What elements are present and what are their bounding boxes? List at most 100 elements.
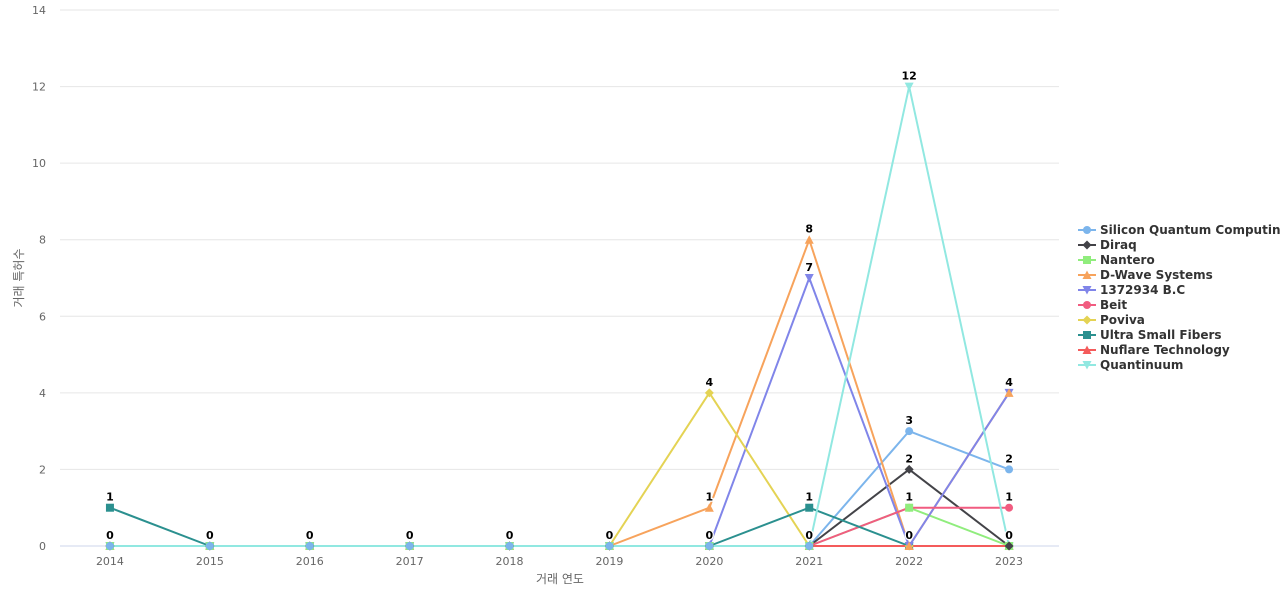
- x-tick-label: 2021: [795, 555, 823, 568]
- data-label: 3: [905, 414, 913, 427]
- data-label: 8: [805, 223, 813, 236]
- data-point: [804, 235, 814, 244]
- legend-marker-icon: [1083, 225, 1091, 234]
- y-tick-label: 8: [39, 234, 46, 247]
- data-point: [1004, 541, 1014, 551]
- data-label: 7: [805, 261, 813, 274]
- data-point: [1005, 465, 1014, 474]
- data-point: [105, 542, 114, 550]
- series-line: [109, 85, 1011, 547]
- data-label: 1: [1005, 491, 1013, 504]
- legend-marker-icon: [1082, 345, 1092, 354]
- data-label: 4: [1005, 376, 1013, 389]
- legend-item[interactable]: Diraq: [1078, 237, 1280, 252]
- data-label: 1: [905, 491, 913, 504]
- data-label: 0: [606, 529, 614, 542]
- data-label: 2: [905, 452, 913, 465]
- legend-swatch-icon: [1078, 330, 1096, 339]
- y-tick-label: 10: [32, 157, 46, 170]
- y-tick-label: 14: [32, 4, 46, 17]
- legend-swatch-icon: [1078, 300, 1096, 309]
- y-tick-label: 0: [39, 540, 46, 553]
- data-label: 1: [706, 491, 714, 504]
- legend-label: 1372934 B.C: [1100, 282, 1186, 297]
- series-line: [109, 468, 1010, 547]
- data-point: [805, 503, 814, 512]
- x-tick-label: 2014: [96, 555, 124, 568]
- data-label: 0: [1005, 529, 1013, 542]
- legend-item[interactable]: Poviva: [1078, 312, 1280, 327]
- data-label: 1: [805, 491, 813, 504]
- legend-item[interactable]: D-Wave Systems: [1078, 267, 1280, 282]
- y-tick-label: 12: [32, 81, 46, 94]
- data-labels: 1 0 0 0 0 0 0 4 1 0 8 7 1 0 12 3 2 1 0 4 2 1 0: [105, 68, 1015, 543]
- data-point: [605, 542, 614, 550]
- data-point: [1005, 503, 1014, 512]
- legend-label: Beit: [1100, 297, 1128, 312]
- data-point: [904, 541, 914, 550]
- legend-swatch-icon: [1078, 255, 1096, 264]
- legend-swatch-icon: [1078, 360, 1096, 369]
- legend-marker-icon: [1082, 285, 1092, 294]
- data-point: [904, 464, 914, 474]
- x-axis-title: 거래 연도: [536, 572, 584, 586]
- x-tick-label: 2022: [895, 555, 923, 568]
- legend-item[interactable]: Ultra Small Fibers: [1078, 327, 1280, 342]
- data-point: [1004, 388, 1014, 397]
- legend-swatch-icon: [1078, 285, 1096, 294]
- legend-label: Nuflare Technology: [1100, 342, 1230, 357]
- legend-label: D-Wave Systems: [1100, 267, 1213, 282]
- data-point: [704, 388, 714, 398]
- data-point: [705, 542, 714, 550]
- legend-item[interactable]: 1372934 B.C: [1078, 282, 1280, 297]
- x-tick-label: 2019: [595, 555, 623, 568]
- grid-lines: [60, 9, 1059, 547]
- data-point: [305, 542, 314, 550]
- data-point: [905, 503, 914, 512]
- data-point: [105, 503, 114, 512]
- legend-swatch-icon: [1078, 315, 1096, 324]
- data-point: [205, 542, 214, 550]
- data-label: 0: [406, 529, 414, 542]
- data-label: 0: [805, 529, 813, 542]
- legend-item[interactable]: Quantinuum: [1078, 357, 1280, 372]
- legend-swatch-icon: [1078, 345, 1096, 354]
- series-line: [109, 430, 1010, 547]
- legend-swatch-icon: [1078, 225, 1096, 234]
- data-point: [904, 82, 914, 92]
- x-tick-label: 2020: [695, 555, 723, 568]
- legend-label: Silicon Quantum Computing: [1100, 222, 1280, 237]
- x-tick-label: 2018: [496, 555, 524, 568]
- legend-marker-icon: [1082, 315, 1092, 324]
- data-label: 1: [106, 491, 114, 504]
- x-axis-ticks: 2014 2015 2016 2017 2018 2019 2020 2021 2022 2023: [96, 555, 1023, 568]
- data-label: 4: [706, 376, 714, 389]
- series-line: [109, 506, 1010, 547]
- data-label: 0: [905, 529, 913, 542]
- legend-label: Ultra Small Fibers: [1100, 327, 1222, 342]
- y-tick-label: 6: [39, 310, 46, 323]
- legend-item[interactable]: Nantero: [1078, 252, 1280, 267]
- legend-marker-icon: [1083, 330, 1091, 339]
- x-tick-label: 2023: [995, 555, 1023, 568]
- data-point: [405, 542, 414, 550]
- legend-swatch-icon: [1078, 270, 1096, 279]
- data-label: 0: [206, 529, 214, 542]
- data-point: [905, 427, 914, 436]
- legend-marker-icon: [1082, 240, 1092, 249]
- data-label: 0: [306, 529, 314, 542]
- series-line: [109, 277, 1010, 547]
- x-tick-label: 2015: [196, 555, 224, 568]
- legend-item[interactable]: Beit: [1078, 297, 1280, 312]
- data-point: [804, 274, 814, 283]
- series-lines: [109, 85, 1011, 547]
- x-tick-label: 2017: [396, 555, 424, 568]
- legend-item[interactable]: Nuflare Technology: [1078, 342, 1280, 357]
- y-axis-ticks: 0 2 4 6 8 10 12 14: [32, 4, 46, 553]
- legend-swatch-icon: [1078, 240, 1096, 249]
- data-label: 0: [106, 529, 114, 542]
- legend-item[interactable]: Silicon Quantum Computing: [1078, 222, 1280, 237]
- series-line: [109, 506, 1010, 547]
- legend-marker-icon: [1083, 255, 1091, 264]
